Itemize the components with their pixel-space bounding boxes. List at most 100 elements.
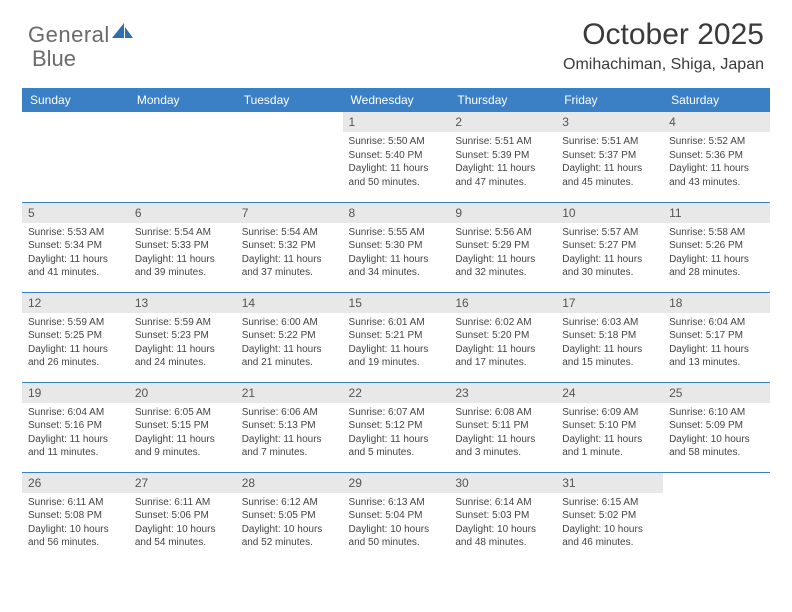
day-number: 25 <box>663 383 770 403</box>
day-number: 11 <box>663 203 770 223</box>
calendar-day-cell: 2Sunrise: 5:51 AMSunset: 5:39 PMDaylight… <box>449 112 556 202</box>
day-details: Sunrise: 5:50 AMSunset: 5:40 PMDaylight:… <box>343 132 450 193</box>
day-details: Sunrise: 5:59 AMSunset: 5:23 PMDaylight:… <box>129 313 236 374</box>
day-number: 28 <box>236 473 343 493</box>
day-details: Sunrise: 6:13 AMSunset: 5:04 PMDaylight:… <box>343 493 450 554</box>
day-details: Sunrise: 6:09 AMSunset: 5:10 PMDaylight:… <box>556 403 663 464</box>
day-number: 22 <box>343 383 450 403</box>
calendar-day-cell: 1Sunrise: 5:50 AMSunset: 5:40 PMDaylight… <box>343 112 450 202</box>
calendar-day-cell: 26Sunrise: 6:11 AMSunset: 5:08 PMDayligh… <box>22 472 129 562</box>
calendar-day-cell: 16Sunrise: 6:02 AMSunset: 5:20 PMDayligh… <box>449 292 556 382</box>
weekday-header: Wednesday <box>343 88 450 112</box>
day-number: 13 <box>129 293 236 313</box>
day-number: 26 <box>22 473 129 493</box>
location-text: Omihachiman, Shiga, Japan <box>563 56 764 74</box>
weekday-header: Tuesday <box>236 88 343 112</box>
calendar-day-cell: 13Sunrise: 5:59 AMSunset: 5:23 PMDayligh… <box>129 292 236 382</box>
day-number: 27 <box>129 473 236 493</box>
calendar-day-cell: 31Sunrise: 6:15 AMSunset: 5:02 PMDayligh… <box>556 472 663 562</box>
weekday-header: Monday <box>129 88 236 112</box>
day-details: Sunrise: 5:52 AMSunset: 5:36 PMDaylight:… <box>663 132 770 193</box>
calendar-day-cell: .. <box>22 112 129 202</box>
day-details: Sunrise: 6:07 AMSunset: 5:12 PMDaylight:… <box>343 403 450 464</box>
calendar-day-cell: .. <box>236 112 343 202</box>
day-details: Sunrise: 6:08 AMSunset: 5:11 PMDaylight:… <box>449 403 556 464</box>
day-details: Sunrise: 6:14 AMSunset: 5:03 PMDaylight:… <box>449 493 556 554</box>
day-number: 8 <box>343 203 450 223</box>
calendar-week-row: 12Sunrise: 5:59 AMSunset: 5:25 PMDayligh… <box>22 292 770 382</box>
calendar-day-cell: 30Sunrise: 6:14 AMSunset: 5:03 PMDayligh… <box>449 472 556 562</box>
calendar-day-cell: 7Sunrise: 5:54 AMSunset: 5:32 PMDaylight… <box>236 202 343 292</box>
logo-text-general: General <box>28 22 110 48</box>
weekday-header: Sunday <box>22 88 129 112</box>
calendar-week-row: 19Sunrise: 6:04 AMSunset: 5:16 PMDayligh… <box>22 382 770 472</box>
day-details: Sunrise: 6:11 AMSunset: 5:08 PMDaylight:… <box>22 493 129 554</box>
day-number: 14 <box>236 293 343 313</box>
day-number: 19 <box>22 383 129 403</box>
calendar-day-cell: 29Sunrise: 6:13 AMSunset: 5:04 PMDayligh… <box>343 472 450 562</box>
calendar-week-row: ......1Sunrise: 5:50 AMSunset: 5:40 PMDa… <box>22 112 770 202</box>
day-number: 4 <box>663 112 770 132</box>
day-number: 23 <box>449 383 556 403</box>
calendar-day-cell: 20Sunrise: 6:05 AMSunset: 5:15 PMDayligh… <box>129 382 236 472</box>
day-number: 30 <box>449 473 556 493</box>
calendar-day-cell: 24Sunrise: 6:09 AMSunset: 5:10 PMDayligh… <box>556 382 663 472</box>
calendar-week-row: 26Sunrise: 6:11 AMSunset: 5:08 PMDayligh… <box>22 472 770 562</box>
day-number: 12 <box>22 293 129 313</box>
day-details: Sunrise: 5:53 AMSunset: 5:34 PMDaylight:… <box>22 223 129 284</box>
calendar-day-cell: 5Sunrise: 5:53 AMSunset: 5:34 PMDaylight… <box>22 202 129 292</box>
title-block: October 2025 Omihachiman, Shiga, Japan <box>563 18 764 74</box>
day-number: 15 <box>343 293 450 313</box>
calendar-week-row: 5Sunrise: 5:53 AMSunset: 5:34 PMDaylight… <box>22 202 770 292</box>
day-details: Sunrise: 6:05 AMSunset: 5:15 PMDaylight:… <box>129 403 236 464</box>
day-details: Sunrise: 6:04 AMSunset: 5:17 PMDaylight:… <box>663 313 770 374</box>
day-number: 2 <box>449 112 556 132</box>
calendar-day-cell: 22Sunrise: 6:07 AMSunset: 5:12 PMDayligh… <box>343 382 450 472</box>
calendar-day-cell: 8Sunrise: 5:55 AMSunset: 5:30 PMDaylight… <box>343 202 450 292</box>
calendar-day-cell: 4Sunrise: 5:52 AMSunset: 5:36 PMDaylight… <box>663 112 770 202</box>
day-number: 1 <box>343 112 450 132</box>
calendar-day-cell: 27Sunrise: 6:11 AMSunset: 5:06 PMDayligh… <box>129 472 236 562</box>
day-details: Sunrise: 6:06 AMSunset: 5:13 PMDaylight:… <box>236 403 343 464</box>
calendar-day-cell: 15Sunrise: 6:01 AMSunset: 5:21 PMDayligh… <box>343 292 450 382</box>
day-number: 21 <box>236 383 343 403</box>
calendar-day-cell: 21Sunrise: 6:06 AMSunset: 5:13 PMDayligh… <box>236 382 343 472</box>
day-details: Sunrise: 5:51 AMSunset: 5:37 PMDaylight:… <box>556 132 663 193</box>
day-number: 31 <box>556 473 663 493</box>
day-details: Sunrise: 6:02 AMSunset: 5:20 PMDaylight:… <box>449 313 556 374</box>
day-details: Sunrise: 5:54 AMSunset: 5:32 PMDaylight:… <box>236 223 343 284</box>
day-number: 7 <box>236 203 343 223</box>
calendar-day-cell: 6Sunrise: 5:54 AMSunset: 5:33 PMDaylight… <box>129 202 236 292</box>
day-number: 10 <box>556 203 663 223</box>
logo: General <box>28 22 138 48</box>
calendar-day-cell: 23Sunrise: 6:08 AMSunset: 5:11 PMDayligh… <box>449 382 556 472</box>
day-details: Sunrise: 5:59 AMSunset: 5:25 PMDaylight:… <box>22 313 129 374</box>
calendar-day-cell: 14Sunrise: 6:00 AMSunset: 5:22 PMDayligh… <box>236 292 343 382</box>
day-details: Sunrise: 5:58 AMSunset: 5:26 PMDaylight:… <box>663 223 770 284</box>
day-details: Sunrise: 5:56 AMSunset: 5:29 PMDaylight:… <box>449 223 556 284</box>
day-number: 3 <box>556 112 663 132</box>
calendar-day-cell: 18Sunrise: 6:04 AMSunset: 5:17 PMDayligh… <box>663 292 770 382</box>
calendar-day-cell: .. <box>129 112 236 202</box>
day-number: 20 <box>129 383 236 403</box>
month-title: October 2025 <box>563 18 764 52</box>
day-details: Sunrise: 6:11 AMSunset: 5:06 PMDaylight:… <box>129 493 236 554</box>
calendar-day-cell: 19Sunrise: 6:04 AMSunset: 5:16 PMDayligh… <box>22 382 129 472</box>
day-number: 9 <box>449 203 556 223</box>
day-details: Sunrise: 6:04 AMSunset: 5:16 PMDaylight:… <box>22 403 129 464</box>
day-number: 5 <box>22 203 129 223</box>
logo-text-blue: Blue <box>32 46 76 72</box>
day-number: 16 <box>449 293 556 313</box>
weekday-header-row: Sunday Monday Tuesday Wednesday Thursday… <box>22 88 770 112</box>
calendar-day-cell: 17Sunrise: 6:03 AMSunset: 5:18 PMDayligh… <box>556 292 663 382</box>
calendar-day-cell: 12Sunrise: 5:59 AMSunset: 5:25 PMDayligh… <box>22 292 129 382</box>
day-details: Sunrise: 6:03 AMSunset: 5:18 PMDaylight:… <box>556 313 663 374</box>
day-details: Sunrise: 6:15 AMSunset: 5:02 PMDaylight:… <box>556 493 663 554</box>
day-details: Sunrise: 5:51 AMSunset: 5:39 PMDaylight:… <box>449 132 556 193</box>
day-number: 18 <box>663 293 770 313</box>
day-number: 29 <box>343 473 450 493</box>
day-details: Sunrise: 6:10 AMSunset: 5:09 PMDaylight:… <box>663 403 770 464</box>
day-details: Sunrise: 5:54 AMSunset: 5:33 PMDaylight:… <box>129 223 236 284</box>
calendar-day-cell: 3Sunrise: 5:51 AMSunset: 5:37 PMDaylight… <box>556 112 663 202</box>
day-number: 24 <box>556 383 663 403</box>
